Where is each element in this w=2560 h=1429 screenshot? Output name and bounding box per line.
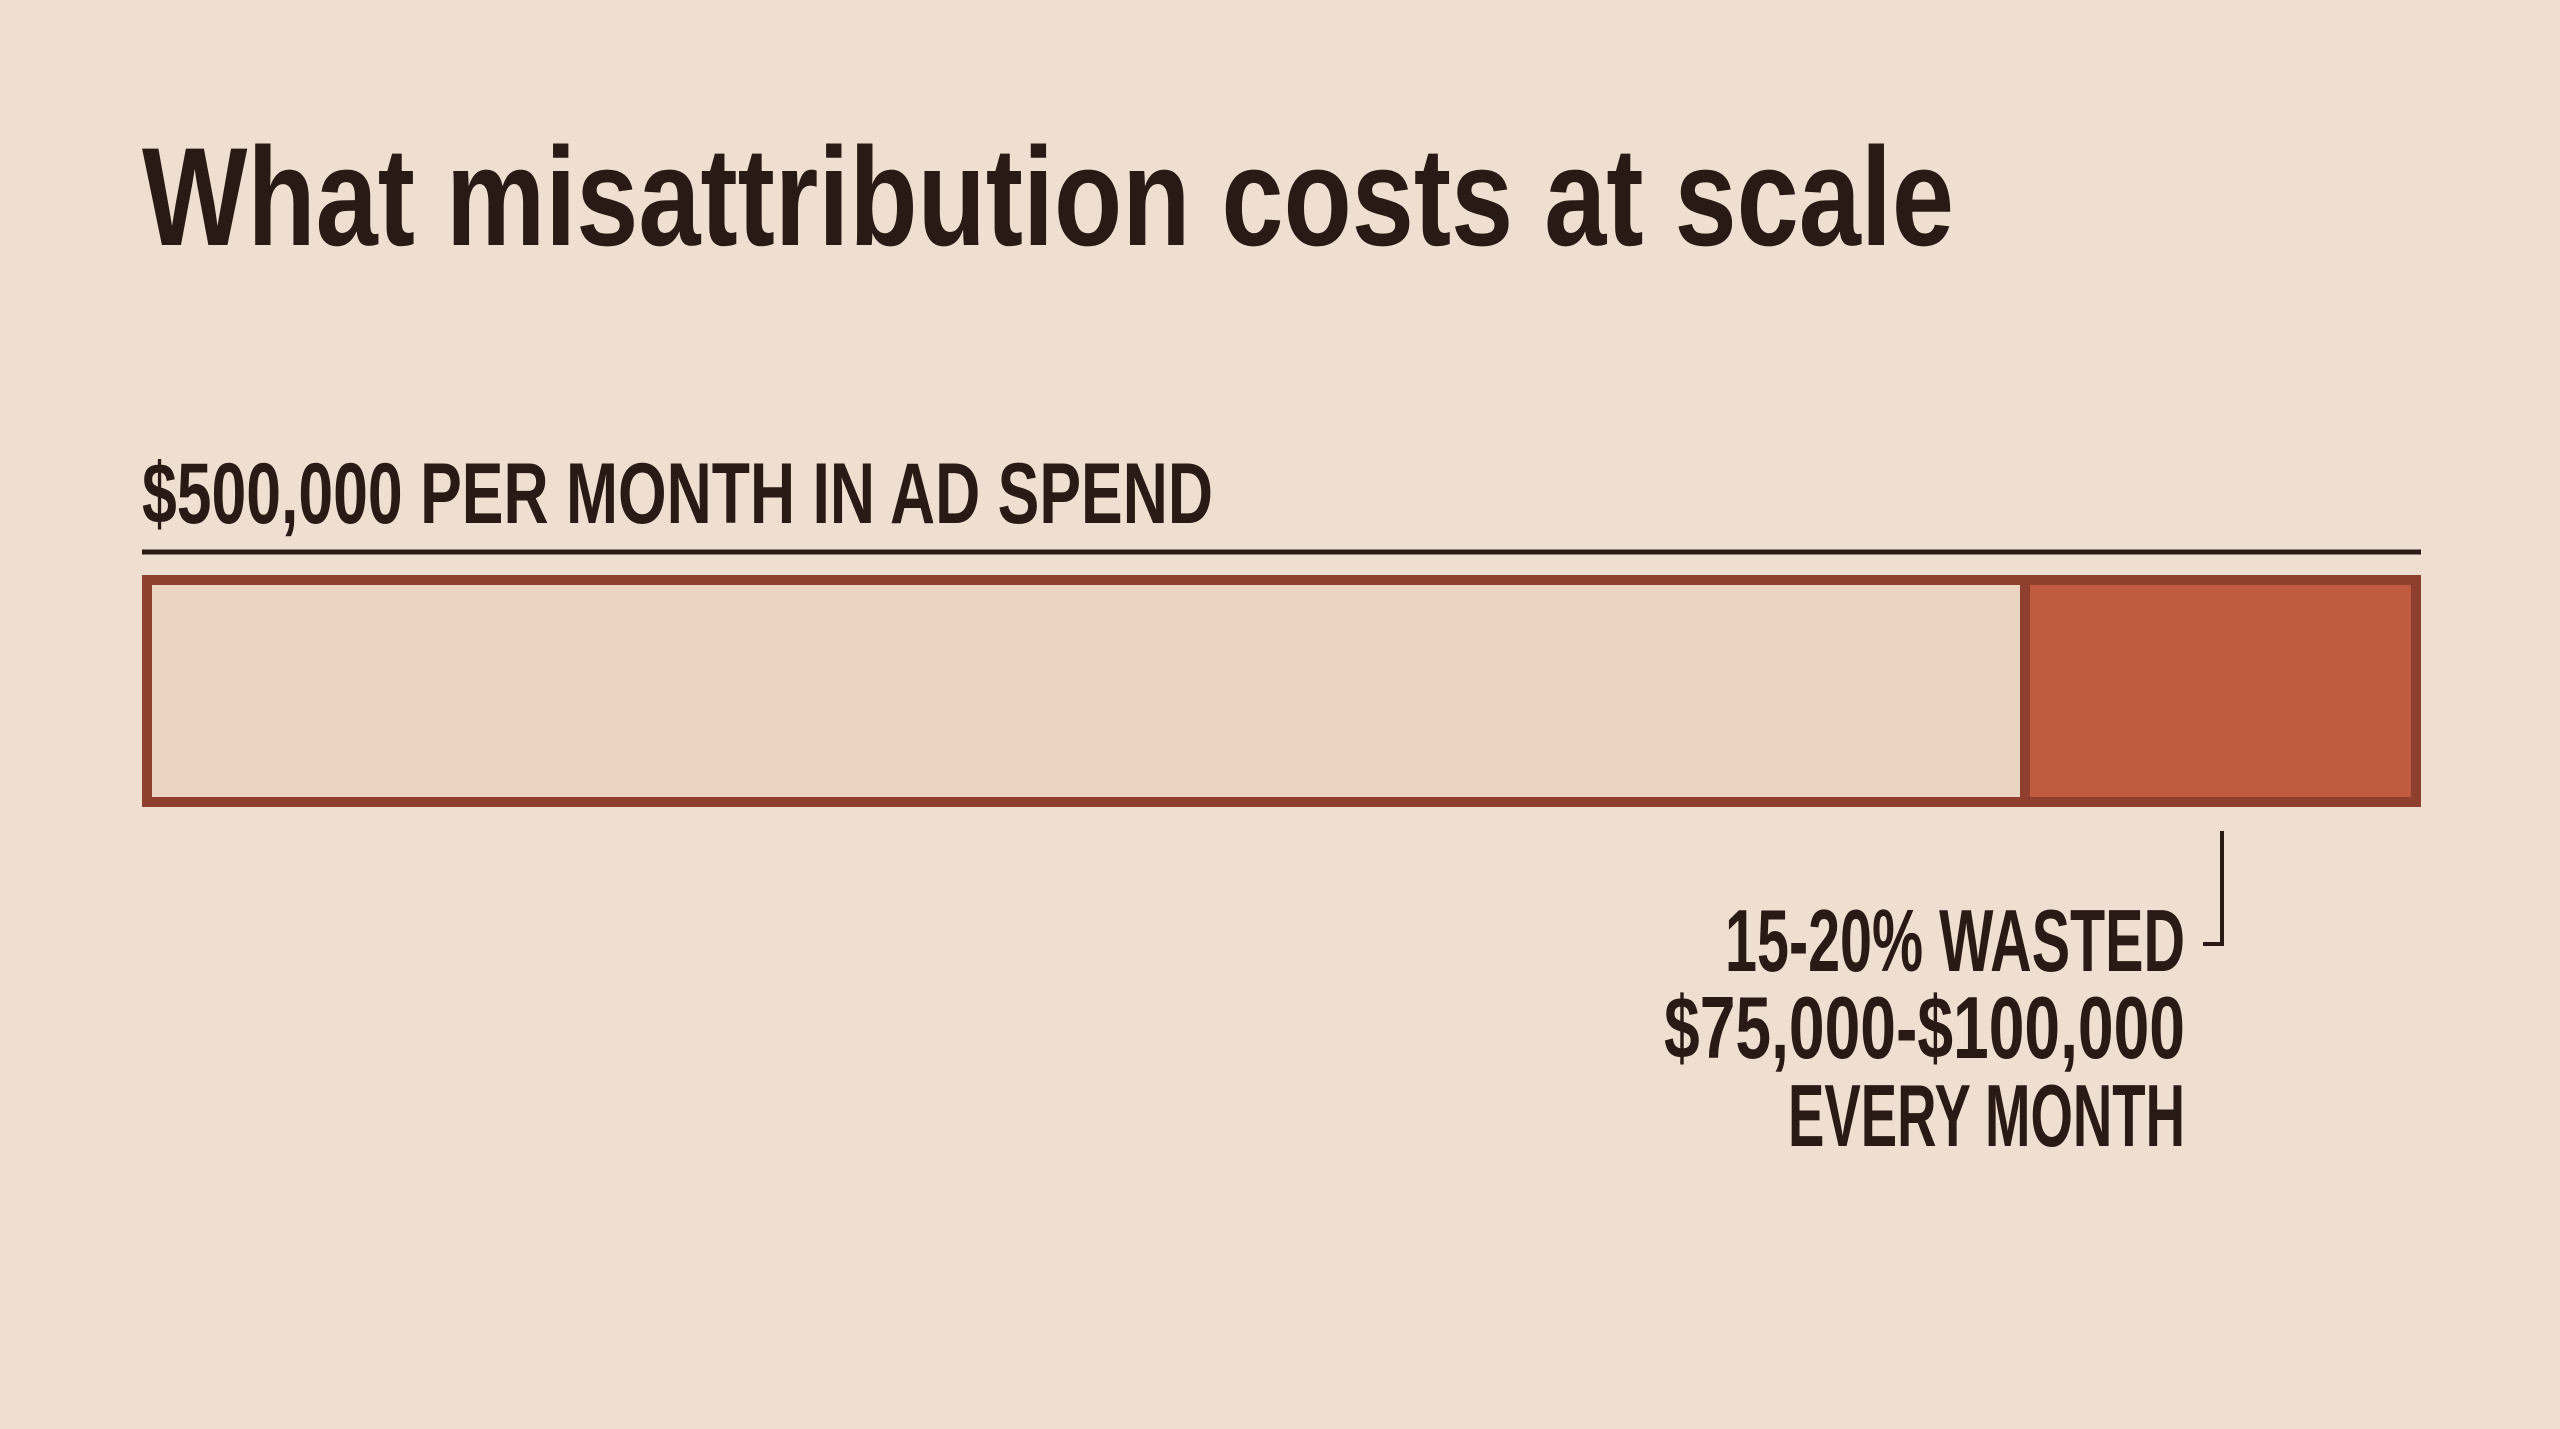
- bracket: [2203, 831, 2224, 946]
- bar-total: [142, 575, 2030, 807]
- annotation-line: 15-20% WASTED: [1725, 891, 2185, 990]
- bar-wasted: [2020, 575, 2421, 807]
- annotation-line: EVERY MONTH: [1788, 1066, 2185, 1165]
- annotation-line: $75,000-$100,000: [1664, 978, 2185, 1077]
- title: What misattribution costs at scale: [142, 118, 1954, 275]
- bar-label: $500,000 PER MONTH IN AD SPEND: [142, 446, 1213, 542]
